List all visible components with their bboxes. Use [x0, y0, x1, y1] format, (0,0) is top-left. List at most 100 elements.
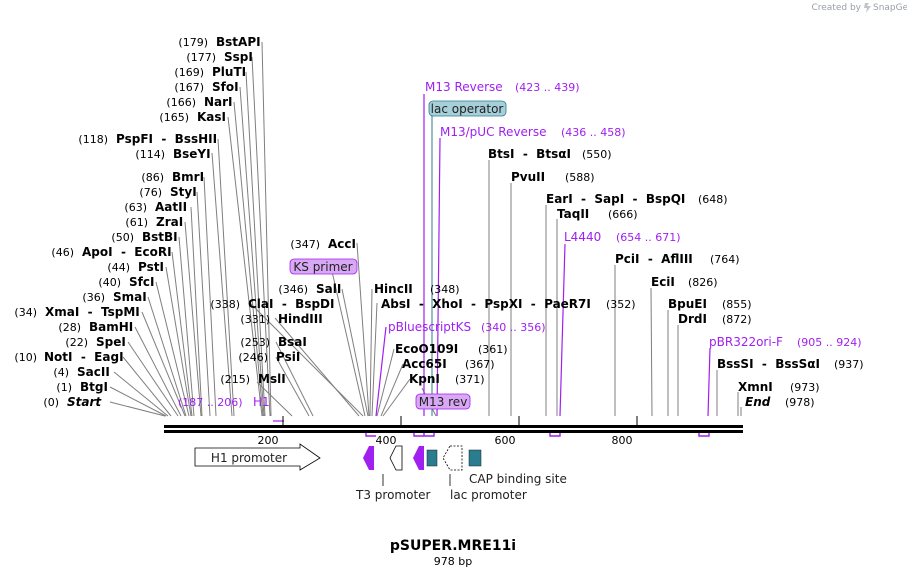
enzyme-sfci[interactable]: SfcI	[129, 275, 154, 289]
site-pos: (63)	[124, 201, 147, 214]
enzyme-bsai[interactable]: BsaI	[278, 335, 307, 349]
site-pos: (973)	[790, 381, 820, 394]
enzyme-absi-xhoi-pspxi-paer7i[interactable]: AbsI - XhoI - PspXI - PaeR7I	[381, 297, 591, 311]
feature-m13-puc-reverse[interactable]: M13/pUC Reverse	[440, 125, 547, 139]
site-pos: (361)	[478, 343, 508, 356]
enzyme-drdi[interactable]: DrdI	[678, 312, 707, 326]
enzyme-clai-bspdi[interactable]: ClaI - BspDI	[248, 297, 334, 311]
site-pos: (34)	[14, 306, 37, 319]
enzyme-sfoi[interactable]: SfoI	[212, 80, 239, 94]
enzyme-nari[interactable]: NarI	[204, 95, 233, 109]
ruler-tick-200: 200	[258, 434, 279, 447]
enzyme-msli[interactable]: MslI	[258, 372, 286, 386]
enzyme-bstbi[interactable]: BstBI	[142, 230, 178, 244]
enzyme-kpni[interactable]: KpnI	[409, 372, 440, 386]
enzyme-pspfi-bsshii[interactable]: PspFI - BssHII	[116, 132, 217, 146]
site-pos: (44)	[107, 261, 130, 274]
enzyme-ecii[interactable]: EciI	[651, 275, 675, 289]
lac-operator-box[interactable]	[428, 100, 507, 117]
enzyme-xmni[interactable]: XmnI	[738, 380, 773, 394]
enzyme-ecoo109i[interactable]: EcoO109I	[395, 342, 458, 356]
enzyme-bpuei[interactable]: BpuEI	[668, 297, 707, 311]
enzyme-bseyi[interactable]: BseYI	[173, 147, 211, 161]
enzyme-smai[interactable]: SmaI	[113, 290, 147, 304]
feature-labels: M13 Reverse (423 .. 439) lac operator M1…	[178, 80, 862, 410]
enzyme-hindiii[interactable]: HindIII	[278, 312, 323, 326]
site-end[interactable]: End	[745, 395, 771, 409]
credit-label: Created by	[811, 3, 861, 13]
feature-range: (654 .. 671)	[616, 231, 681, 244]
enzyme-bamhi[interactable]: BamHI	[89, 320, 133, 334]
feature-pbr322ori-f[interactable]: pBR322ori-F	[709, 335, 783, 349]
enzyme-styi[interactable]: StyI	[170, 185, 197, 199]
enzyme-sacii[interactable]: SacII	[77, 365, 110, 379]
feature-h1[interactable]: H1	[253, 395, 270, 409]
site-pos: (169)	[174, 66, 204, 79]
primer-leaders	[273, 94, 711, 422]
enzyme-acc65i[interactable]: Acc65I	[402, 357, 447, 371]
site-pos: (118)	[78, 133, 108, 146]
ks-primer-box[interactable]	[289, 258, 358, 275]
primer-arrow-left[interactable]	[413, 446, 424, 470]
site-pos: (166)	[166, 96, 196, 109]
cut-site-leaders	[109, 41, 742, 417]
enzyme-apoi-ecori[interactable]: ApoI - EcoRI	[82, 245, 172, 259]
enzyme-kasi[interactable]: KasI	[197, 110, 226, 124]
site-pos: (215)	[220, 373, 250, 386]
enzyme-bstapi[interactable]: BstAPI	[216, 35, 261, 49]
enzyme-bmri[interactable]: BmrI	[172, 170, 204, 184]
enzyme-bsssi-bsssai[interactable]: BssSI - BssSαI	[717, 357, 820, 371]
site-pos: (28)	[58, 321, 81, 334]
enzyme-sspi[interactable]: SspI	[224, 50, 253, 64]
site-pos: (61)	[125, 216, 148, 229]
site-pos: (338)	[210, 298, 240, 311]
site-pos: (826)	[688, 276, 718, 289]
site-pos: (76)	[139, 186, 162, 199]
lac-operator-site[interactable]	[426, 449, 438, 467]
site-pos: (352)	[606, 298, 636, 311]
site-start[interactable]: Start	[67, 395, 102, 409]
h1-promoter-arrow[interactable]	[194, 443, 321, 471]
ruler-labels: 200 400 600 800	[258, 434, 633, 447]
enzyme-xmai-tspmi[interactable]: XmaI - TspMI	[45, 305, 140, 319]
enzyme-btsi-btsai[interactable]: BtsI - BtsαI	[488, 147, 571, 161]
site-pos: (371)	[455, 373, 485, 386]
lac-promoter-arrow[interactable]	[442, 445, 463, 471]
site-pos: (648)	[698, 193, 728, 206]
enzyme-pcii-afliii[interactable]: PciI - AflIII	[615, 252, 693, 266]
brand-label: SnapGene	[873, 3, 907, 13]
feature-pbluescriptks[interactable]: pBluescriptKS	[388, 320, 471, 334]
site-pos: (114)	[135, 148, 165, 161]
cap-binding-site[interactable]	[468, 449, 482, 467]
enzyme-taqii[interactable]: TaqII	[557, 207, 589, 221]
enzyme-spei[interactable]: SpeI	[96, 335, 126, 349]
m13-rev-box[interactable]	[415, 393, 471, 410]
enzyme-pvuii[interactable]: PvuII	[511, 170, 545, 184]
enzyme-eari-sapi-bspqi[interactable]: EarI - SapI - BspQI	[546, 192, 685, 206]
feature-range: (340 .. 356)	[481, 321, 546, 334]
t3-promoter-arrow[interactable]	[389, 445, 403, 471]
enzyme-aatii[interactable]: AatII	[155, 200, 187, 214]
t3-promoter-label: T3 promoter	[355, 488, 431, 502]
enzyme-psii[interactable]: PsiI	[276, 350, 300, 364]
feature-m13-reverse[interactable]: M13 Reverse	[425, 80, 503, 94]
enzyme-sali[interactable]: SalI	[316, 282, 341, 296]
site-pos: (1)	[56, 381, 72, 394]
enzyme-psti[interactable]: PstI	[138, 260, 164, 274]
feature-range: (905 .. 924)	[797, 336, 862, 349]
enzyme-pluti[interactable]: PluTI	[212, 65, 246, 79]
lac-promoter-label: lac promoter	[450, 488, 527, 502]
site-pos: (937)	[834, 358, 864, 371]
feature-m13-rev: M13 rev	[419, 395, 468, 409]
enzyme-zrai[interactable]: ZraI	[156, 215, 183, 229]
enzyme-btgi[interactable]: BtgI	[80, 380, 108, 394]
ruler-tick-600: 600	[495, 434, 516, 447]
enzyme-noti-eagi[interactable]: NotI - EagI	[44, 350, 124, 364]
enzyme-acci[interactable]: AccI	[328, 237, 356, 251]
site-pos: (331)	[240, 313, 270, 326]
feature-l4440[interactable]: L4440	[564, 230, 601, 244]
primer-arrow-left[interactable]	[363, 446, 374, 470]
site-pos: (86)	[141, 171, 164, 184]
enzyme-hincii[interactable]: HincII	[374, 282, 413, 296]
